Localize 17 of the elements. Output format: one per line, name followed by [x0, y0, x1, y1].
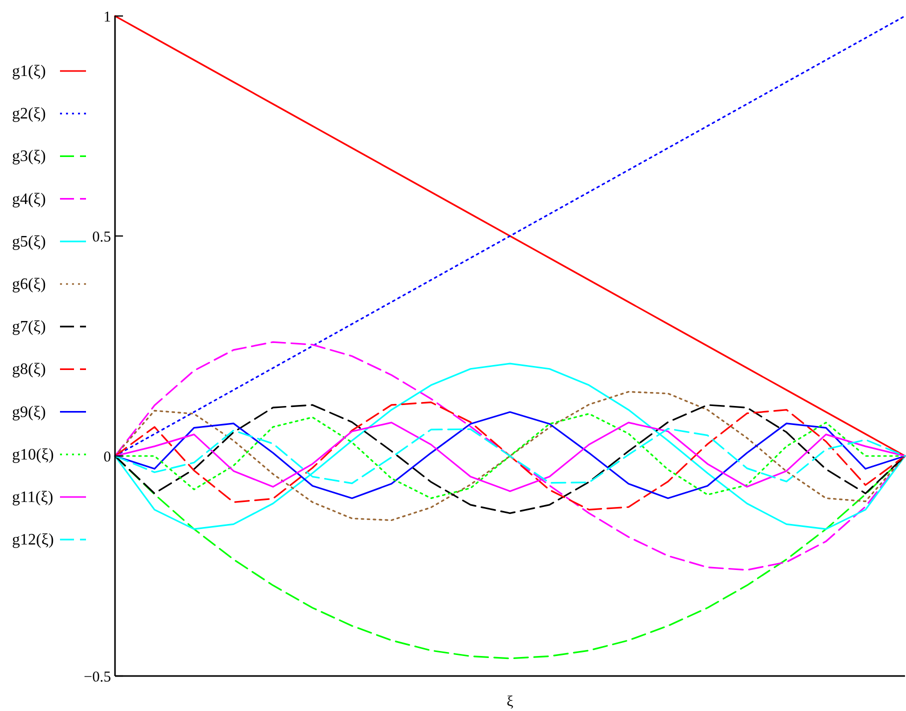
legend-label: g5(ξ)	[12, 233, 46, 250]
y-tick-label: −0.5	[84, 669, 111, 686]
legend-label: g7(ξ)	[12, 318, 46, 336]
legend-label: g12(ξ)	[12, 532, 54, 549]
y-tick-label: 0.5	[92, 229, 111, 246]
legend-label: g9(ξ)	[12, 404, 46, 421]
legend-label: g6(ξ)	[12, 276, 46, 293]
legend-label: g10(ξ)	[12, 446, 54, 464]
legend-label: g1(ξ)	[12, 63, 46, 80]
legend-label: g8(ξ)	[12, 361, 46, 378]
legend-label: g2(ξ)	[12, 106, 46, 123]
y-tick-label: 0	[104, 449, 111, 466]
legend-label: g4(ξ)	[12, 190, 46, 208]
x-axis-title: ξ	[506, 694, 514, 710]
y-tick-label: 1	[104, 9, 111, 26]
legend-label: g3(ξ)	[12, 148, 46, 166]
legend-label: g11(ξ)	[12, 489, 54, 506]
